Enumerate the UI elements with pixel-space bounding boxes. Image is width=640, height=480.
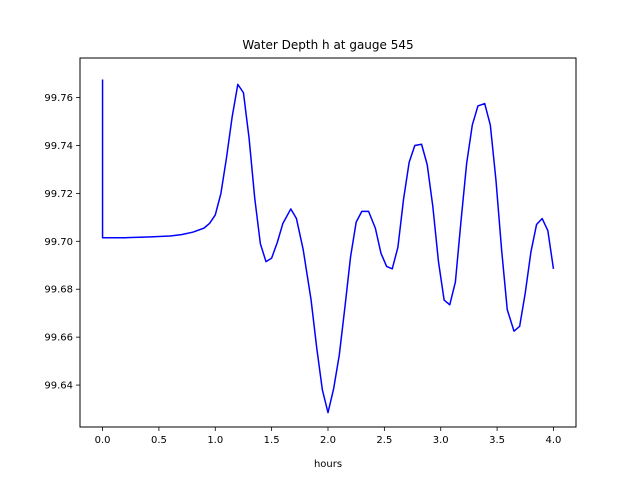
x-tick-label: 3.0 <box>433 435 449 446</box>
y-tick-label: 99.76 <box>44 93 73 104</box>
y-tick-label: 99.66 <box>44 333 73 344</box>
x-tick-label: 4.0 <box>546 435 562 446</box>
y-axis-ticks: 99.64 99.66 99.68 99.70 99.72 99.74 99.76 <box>44 93 80 392</box>
x-tick-label: 3.5 <box>489 435 505 446</box>
x-tick-label: 2.0 <box>320 435 336 446</box>
chart-title: Water Depth h at gauge 545 <box>242 38 413 52</box>
y-tick-label: 99.72 <box>44 189 73 200</box>
y-tick-label: 99.68 <box>44 285 73 296</box>
x-axis-label: hours <box>314 459 342 470</box>
plot-area <box>79 57 577 428</box>
axes-frame <box>79 57 577 428</box>
x-axis-ticks: 0.0 0.5 1.0 1.5 2.0 2.5 3.0 3.5 4.0 <box>95 427 562 446</box>
series-line-0 <box>101 79 555 414</box>
x-tick-label: 0.0 <box>95 435 111 446</box>
x-tick-label: 0.5 <box>151 435 167 446</box>
y-tick-label: 99.70 <box>44 237 73 248</box>
y-tick-label: 99.74 <box>44 141 73 152</box>
x-tick-label: 1.5 <box>264 435 280 446</box>
series-group <box>101 79 555 414</box>
y-tick-label: 99.64 <box>44 381 73 392</box>
x-tick-label: 2.5 <box>376 435 392 446</box>
x-tick-label: 1.0 <box>207 435 223 446</box>
